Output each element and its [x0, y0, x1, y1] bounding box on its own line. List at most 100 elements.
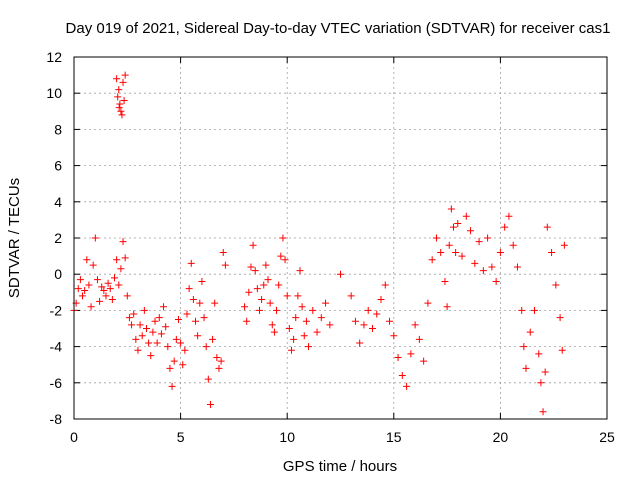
data-point	[83, 256, 91, 264]
data-point	[302, 317, 310, 325]
data-point	[155, 314, 163, 322]
data-point	[501, 223, 509, 231]
data-point	[484, 234, 492, 242]
data-point	[151, 317, 159, 325]
data-point	[518, 306, 526, 314]
data-point	[121, 254, 129, 262]
data-point	[424, 299, 432, 307]
data-point	[145, 339, 153, 347]
data-point	[89, 261, 97, 269]
data-point	[183, 310, 191, 318]
data-point	[149, 328, 157, 336]
x-tick-label: 10	[279, 429, 295, 445]
data-point	[132, 335, 140, 343]
data-point	[285, 325, 293, 332]
data-point	[458, 252, 466, 260]
data-point	[215, 364, 223, 372]
data-point	[255, 306, 263, 314]
data-point	[452, 248, 460, 256]
data-point	[117, 107, 125, 115]
y-tick-label: -6	[50, 375, 63, 391]
data-point	[249, 241, 257, 249]
data-point	[268, 321, 276, 329]
data-point	[177, 339, 185, 347]
data-point	[266, 299, 274, 307]
data-point	[241, 303, 249, 311]
data-point	[120, 96, 128, 104]
data-point	[377, 296, 385, 304]
data-point	[292, 314, 300, 322]
data-point	[337, 270, 344, 278]
data-point	[87, 303, 95, 311]
data-point	[447, 205, 455, 213]
data-point	[153, 339, 161, 347]
data-point	[558, 346, 566, 354]
data-point	[170, 357, 178, 365]
data-point	[526, 328, 534, 336]
data-point	[281, 256, 289, 264]
data-point	[305, 343, 313, 351]
x-tick-label: 20	[493, 429, 509, 445]
data-point	[445, 241, 453, 249]
data-point	[454, 220, 462, 228]
data-point	[537, 379, 545, 387]
plot-frame	[73, 56, 608, 420]
data-point	[102, 292, 110, 300]
data-point	[560, 241, 568, 249]
data-point	[283, 292, 291, 300]
data-point	[111, 274, 119, 282]
data-point	[115, 104, 123, 112]
data-point	[279, 234, 287, 242]
chart-title: Day 019 of 2021, Sidereal Day-to-day VTE…	[66, 20, 611, 37]
data-point	[202, 343, 210, 351]
y-tick-label: 6	[54, 158, 62, 174]
data-point	[556, 314, 564, 322]
data-point	[449, 223, 457, 231]
data-point	[462, 212, 470, 220]
y-axis-label: SDTVAR / TECUs	[6, 178, 23, 298]
data-point	[273, 306, 281, 314]
data-point	[277, 252, 285, 260]
data-point	[505, 212, 513, 220]
data-point	[287, 346, 295, 354]
data-point	[123, 292, 131, 300]
data-point	[115, 86, 123, 94]
data-point	[140, 306, 148, 314]
data-point	[172, 335, 180, 343]
x-tick-label: 5	[177, 429, 185, 445]
data-point	[96, 297, 104, 305]
data-point	[488, 263, 496, 271]
data-point	[322, 299, 330, 307]
data-point	[251, 267, 259, 275]
data-point	[258, 296, 266, 304]
data-point	[347, 292, 355, 300]
data-point	[467, 227, 475, 235]
data-point	[398, 372, 406, 380]
data-point	[531, 306, 539, 314]
data-point	[136, 321, 144, 329]
data-point	[116, 100, 124, 108]
data-point	[364, 306, 372, 314]
data-point	[138, 332, 146, 340]
data-point	[360, 321, 368, 329]
data-point	[415, 335, 423, 343]
data-point	[390, 332, 398, 340]
data-point	[113, 75, 121, 83]
data-point	[213, 353, 221, 361]
data-point	[91, 234, 99, 242]
data-point	[134, 346, 142, 354]
data-point	[121, 71, 129, 79]
data-point	[115, 281, 123, 289]
data-point	[168, 382, 176, 390]
data-point	[100, 286, 108, 294]
data-point	[79, 292, 87, 300]
data-point	[520, 343, 528, 351]
data-point	[290, 335, 298, 343]
data-point	[309, 306, 317, 314]
data-point	[351, 317, 359, 325]
y-tick-label: 8	[54, 121, 62, 137]
data-point	[157, 330, 165, 338]
data-point	[386, 317, 394, 325]
data-point	[475, 238, 483, 246]
